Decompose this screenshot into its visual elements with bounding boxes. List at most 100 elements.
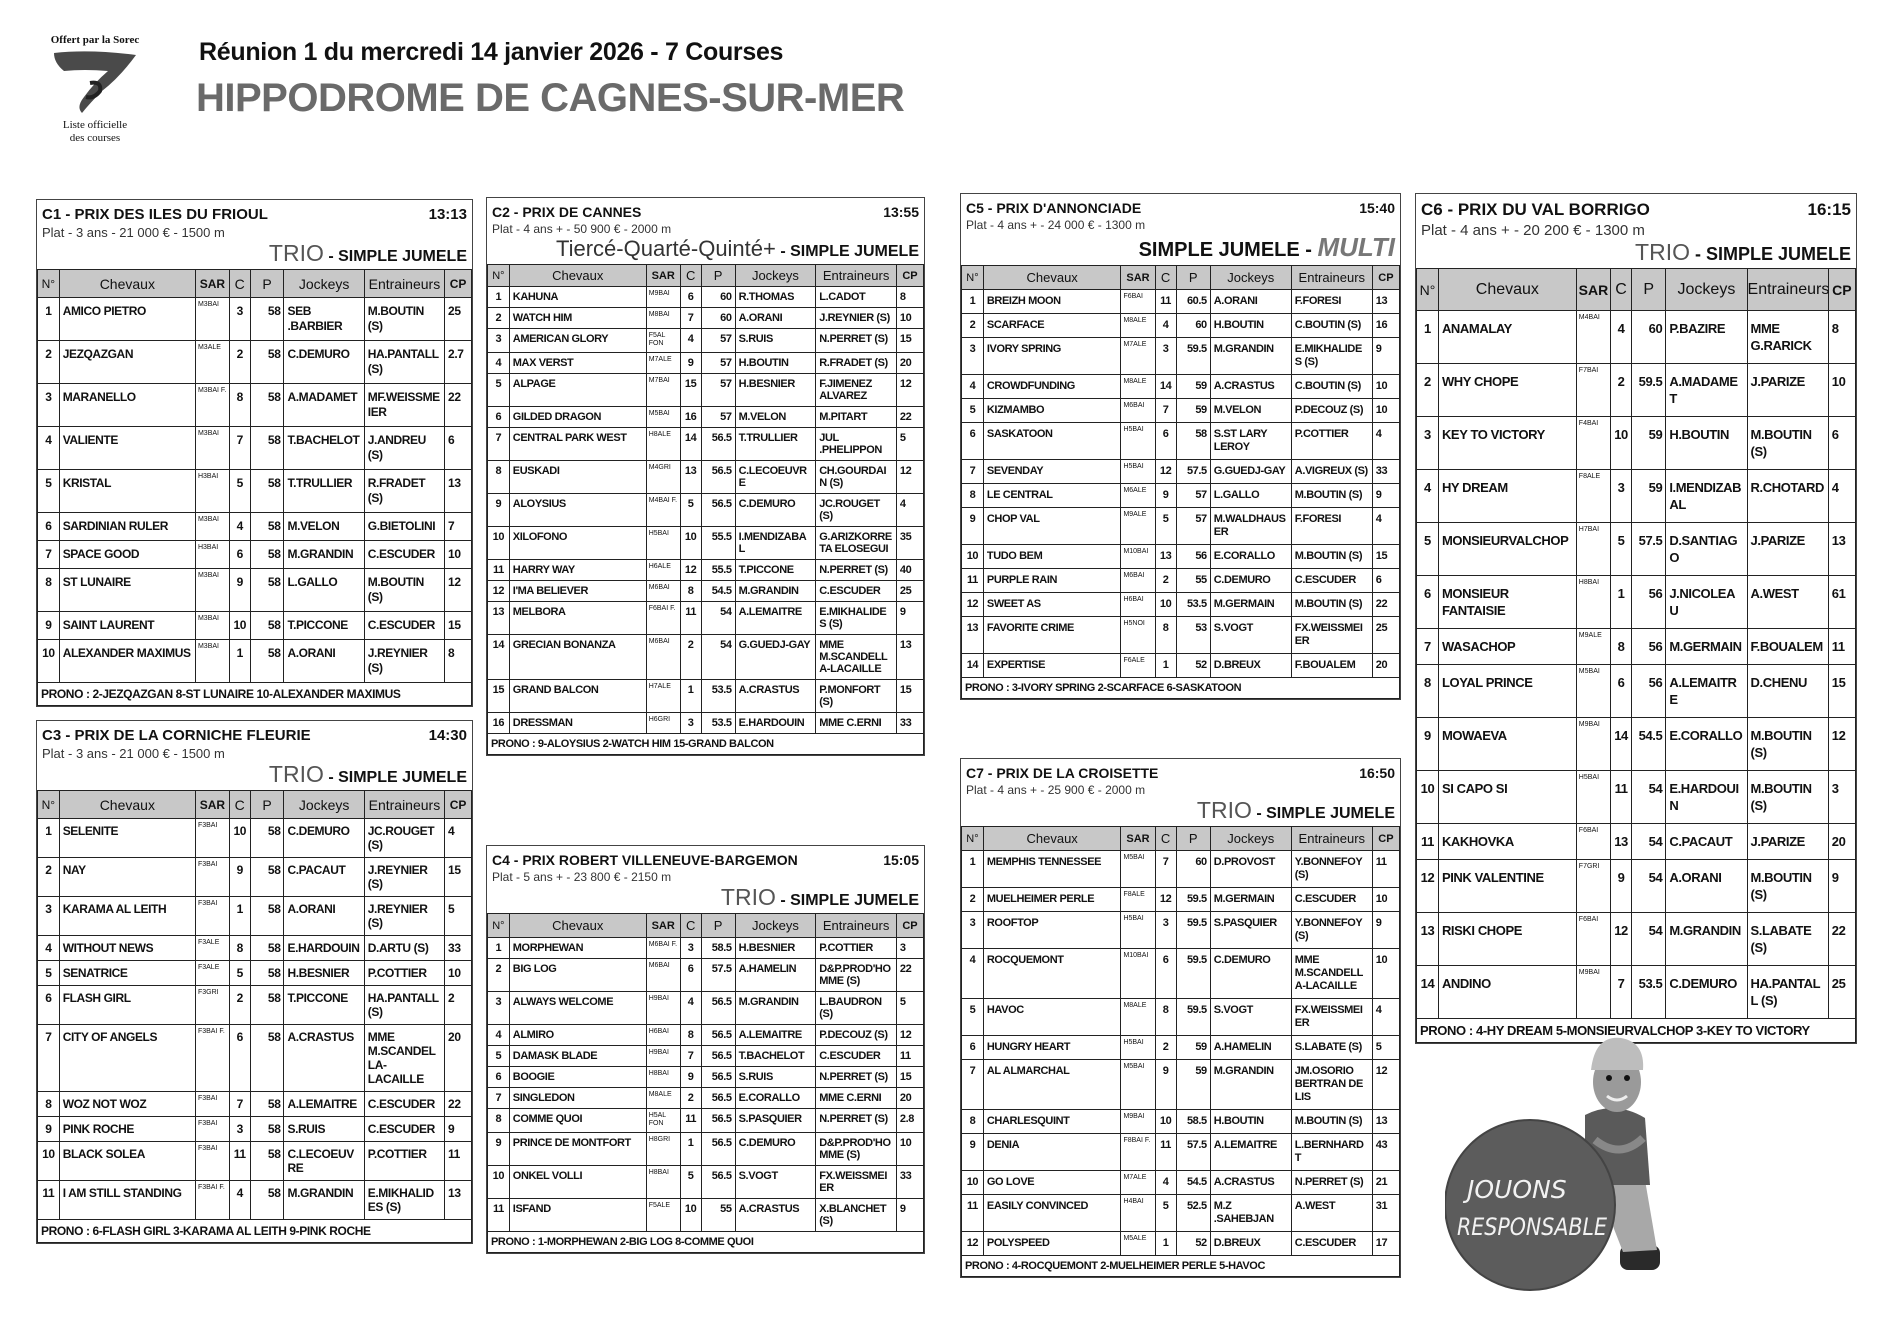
cell-weight: 59.5 xyxy=(1175,948,1211,999)
bet-type-label: - SIMPLE JUMELE xyxy=(1251,805,1395,822)
cell-trainer: MME M.SCANDELLA-LACAILLE xyxy=(1290,948,1373,999)
cell-odds: 15 xyxy=(895,1066,925,1088)
table-row: 11 ISFAND F5ALE 10 55 A.CRASTUS X.BLANCHET (S)… xyxy=(487,1198,925,1232)
cell-horse: XILOFONO xyxy=(508,526,647,560)
cell-horse: ST LUNAIRE xyxy=(58,568,196,612)
cell-odds: 20 xyxy=(1371,653,1401,678)
column-header-horse: Chevaux xyxy=(508,913,647,938)
cell-odds: 35 xyxy=(895,526,925,560)
cell-odds: 20 xyxy=(895,1087,925,1109)
cell-stall: 3 xyxy=(1154,337,1177,375)
cell-stall: 14 xyxy=(1610,717,1633,771)
meeting-title: Réunion 1 du mercredi 14 janvier 2026 - … xyxy=(199,38,784,66)
cell-jockey: D.SANTIAGO xyxy=(1665,522,1748,576)
table-row: 3 AMERICAN GLORY F5AL FON 4 57 S.RUIS N.PERRET… xyxy=(487,328,925,353)
cell-jockey: C.DEMURO xyxy=(734,1132,817,1166)
cell-sar: M8ALE xyxy=(645,1087,681,1109)
cell-horse: ANDINO xyxy=(1437,965,1577,1019)
table-row: 5 ALPAGE M7BAI 15 57 H.BESNIER F.JIMENEZ ALVAR… xyxy=(487,373,925,407)
prono: PRONO : 4-ROCQUEMONT 2-MUELHEIMER PERLE … xyxy=(961,1255,1400,1277)
cell-number: 2 xyxy=(487,958,510,992)
cell-number: 3 xyxy=(487,991,510,1025)
cell-odds: 8 xyxy=(895,286,925,308)
cell-number: 9 xyxy=(487,493,510,527)
cell-trainer: L.BAUDRON (S) xyxy=(815,991,897,1025)
cell-weight: 54 xyxy=(1631,770,1667,824)
column-header-horse: Chevaux xyxy=(1437,268,1577,311)
cell-sar: M8ALE xyxy=(1120,998,1156,1036)
table-row: 10 GO LOVE M7ALE 4 54.5 A.CRASTUS N.PERRET (S)… xyxy=(961,1170,1401,1195)
cell-horse: MELBORA xyxy=(508,601,647,635)
column-header-weight: P xyxy=(700,264,736,287)
bet-type-label: - SIMPLE JUMELE xyxy=(1689,244,1851,264)
cell-weight: 56.5 xyxy=(700,1045,736,1067)
cell-odds: 9 xyxy=(444,1116,472,1142)
cell-jockey: A.ORANI xyxy=(1665,859,1748,913)
cell-number: 5 xyxy=(961,398,984,423)
cell-trainer: MME C.ERNI xyxy=(815,1087,897,1109)
table-row: 3 IVORY SPRING M7ALE 3 59.5 M.GRANDIN E.MIKHAL… xyxy=(961,337,1401,375)
cell-trainer: D&P.PROD'HOMME (S) xyxy=(815,1132,897,1166)
logo-bottom-text-1: Liste officielle xyxy=(62,119,128,131)
cell-number: 7 xyxy=(37,1024,60,1092)
cell-stall: 5 xyxy=(1154,1194,1177,1232)
table-row: 7 CITY OF ANGELS F3BAI F. 6 58 A.CRASTUS MME M… xyxy=(37,1024,472,1092)
cell-sar: F3BAI xyxy=(194,1141,230,1181)
bet-types: TRIO - SIMPLE JUMELE xyxy=(37,761,472,790)
race-time: 15:40 xyxy=(1359,200,1395,216)
cell-weight: 58 xyxy=(249,469,285,513)
cell-trainer: N.PERRET (S) xyxy=(1290,1170,1373,1195)
cell-odds: 11 xyxy=(1371,850,1401,888)
cell-trainer: C.BOUTIN (S) xyxy=(1290,374,1373,399)
cell-jockey: A.CRASTUS xyxy=(734,679,817,713)
cell-horse: GO LOVE xyxy=(982,1170,1122,1195)
table-row: 3 ROOFTOP H5BAI 3 59.5 S.PASQUIER Y.BONNEFOY (… xyxy=(961,911,1401,949)
cell-stall: 9 xyxy=(228,568,251,612)
cell-weight: 60 xyxy=(1175,850,1211,888)
cell-sar: H8ALE xyxy=(645,427,681,461)
cell-jockey: H.BESNIER xyxy=(734,373,817,407)
cell-jockey: T.PICCONE xyxy=(283,611,365,640)
table-row: 5 HAVOC M8ALE 8 59.5 S.VOGT FX.WEISSMEIER 4 xyxy=(961,998,1401,1036)
cell-number: 9 xyxy=(961,1133,984,1171)
cell-stall: 5 xyxy=(679,1165,702,1199)
cell-stall: 2 xyxy=(228,340,251,384)
cell-weight: 58.5 xyxy=(700,937,736,959)
cell-odds: 12 xyxy=(895,1024,925,1046)
bet-type-label: - SIMPLE JUMELE xyxy=(775,243,919,260)
cell-number: 8 xyxy=(487,460,510,494)
cell-odds: 25 xyxy=(444,297,472,341)
cell-number: 8 xyxy=(961,1109,984,1134)
column-header-trainer: Entraineurs xyxy=(815,913,897,938)
cell-sar: F7GRI xyxy=(1575,859,1612,913)
cell-trainer: FX.WEISSMEIER xyxy=(1290,616,1373,654)
cell-horse: SWEET AS xyxy=(982,592,1122,617)
cell-trainer: L.BERNHARDT xyxy=(1290,1133,1373,1171)
cell-trainer: M.BOUTIN (S) xyxy=(1290,592,1373,617)
cell-weight: 57 xyxy=(1175,483,1211,508)
race-time: 13:55 xyxy=(883,204,919,220)
cell-stall: 12 xyxy=(679,559,702,581)
cell-stall: 2 xyxy=(1610,363,1633,417)
table-row: 13 FAVORITE CRIME H5NOI 8 53 S.VOGT FX.WEISSME… xyxy=(961,616,1401,654)
cell-horse: SARDINIAN RULER xyxy=(58,512,196,541)
cell-stall: 15 xyxy=(679,373,702,407)
table-row: 2 SCARFACE M8ALE 4 60 H.BOUTIN C.BOUTIN (S) 16 xyxy=(961,313,1401,338)
column-header-horse: Chevaux xyxy=(58,269,196,298)
cell-jockey: P.BAZIRE xyxy=(1665,310,1748,364)
table-row: 3 MARANELLO M3BAI F. 8 58 A.MADAMET MF.WEISSME… xyxy=(37,383,472,427)
cell-jockey: S.PASQUIER xyxy=(734,1108,817,1133)
cell-number: 2 xyxy=(487,307,510,329)
cell-jockey: E.HARDOUIN xyxy=(734,712,817,734)
cell-stall: 6 xyxy=(1154,422,1177,460)
bet-type-label: SIMPLE JUMELE - xyxy=(1138,239,1318,261)
race-conditions: Plat - 3 ans - 21 000 € - 1500 m xyxy=(42,746,225,761)
cell-trainer: HA.PANTALL (S) xyxy=(363,340,446,384)
cell-weight: 58 xyxy=(1175,422,1211,460)
cell-stall: 12 xyxy=(1154,459,1177,484)
cell-odds: 12 xyxy=(895,460,925,494)
race-title: C2 - PRIX DE CANNES xyxy=(492,204,642,220)
cell-number: 1 xyxy=(961,850,984,888)
cell-sar: M4GRI xyxy=(645,460,681,494)
cell-jockey: H.BESNIER xyxy=(734,937,817,959)
